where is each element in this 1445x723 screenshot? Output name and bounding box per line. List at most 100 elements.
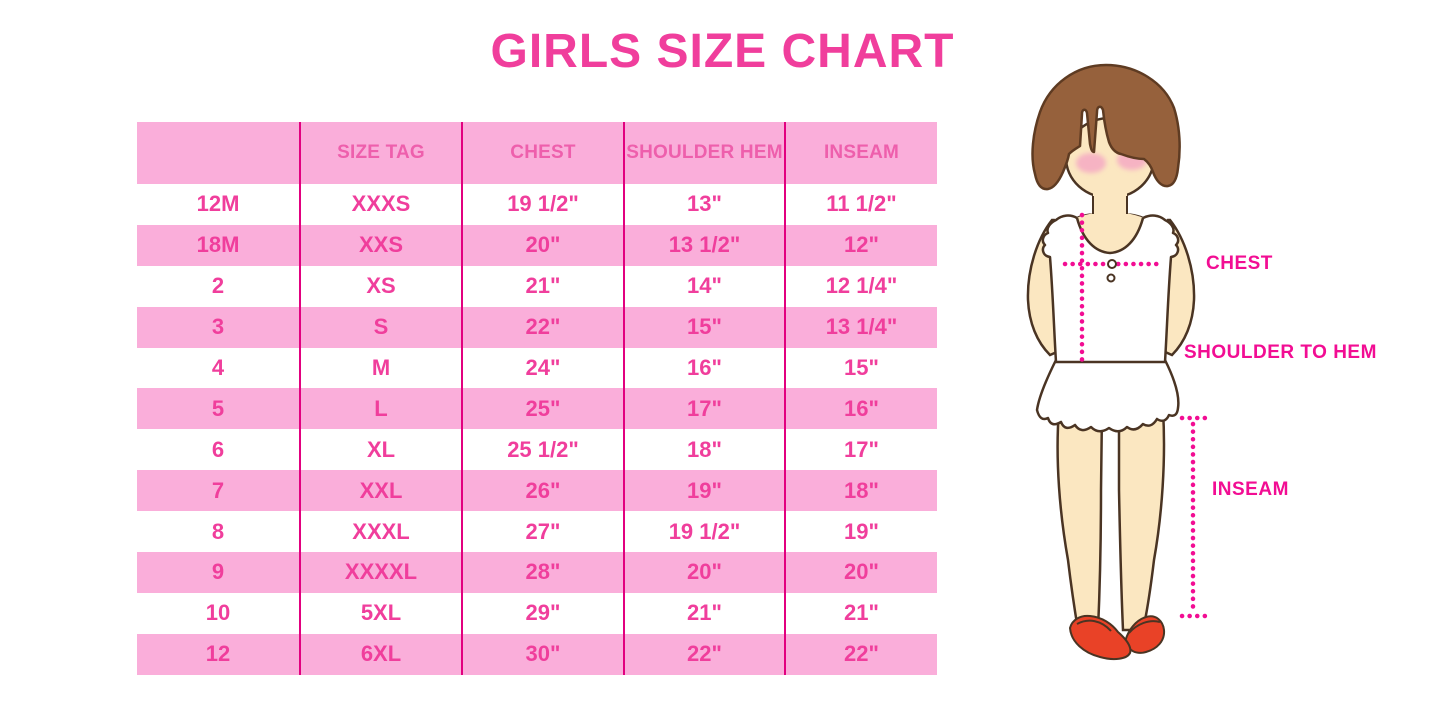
chest-cell: 25 1/2" <box>461 429 624 471</box>
size-cell: 6 <box>211 436 225 462</box>
shoulder-hem-cell: 16" <box>623 347 785 389</box>
chest-cell: 22" <box>461 306 624 348</box>
size-cell: 12M <box>196 191 240 217</box>
size-tag-cell: 6XL <box>299 633 462 675</box>
table-row: 9 XXXXL 28" 20" 20" <box>137 552 937 593</box>
chest-cell: 19 1/2" <box>461 184 624 225</box>
shoulder-hem-cell: 17" <box>623 388 785 430</box>
size-cell: 10 <box>205 600 231 626</box>
page-title: GIRLS SIZE CHART <box>490 25 955 78</box>
chest-cell: 28" <box>461 552 624 593</box>
size-tag-cell: XXXXL <box>299 552 462 593</box>
chest-cell: 25" <box>461 388 624 430</box>
chest-cell: 24" <box>461 347 624 389</box>
shoulder-hem-cell: 13 1/2" <box>623 224 785 266</box>
size-tag-cell: XXS <box>299 224 462 266</box>
inseam-cell: 12 1/4" <box>784 265 937 307</box>
size-tag-cell: XL <box>299 429 462 471</box>
col-header-shoulder-hem: SHOULDER HEM <box>623 122 785 184</box>
measurement-figure <box>980 50 1440 710</box>
inseam-cell: 15" <box>784 347 937 389</box>
inseam-cell: 12" <box>784 224 937 266</box>
shoulder-hem-cell: 20" <box>623 552 785 593</box>
neck-lines <box>1092 196 1128 214</box>
size-tag-cell: 5XL <box>299 592 462 634</box>
shoulder-hem-cell: 15" <box>623 306 785 348</box>
shoulder-hem-cell: 18" <box>623 429 785 471</box>
inseam-cell: 18" <box>784 470 937 512</box>
shoe-right-strap <box>1128 620 1161 634</box>
table-row: 18M XXS 20" 13 1/2" 12" <box>137 224 937 266</box>
col-header-inseam: INSEAM <box>784 122 937 184</box>
girl-figure-illustration <box>1026 63 1210 661</box>
shoulder-hem-cell: 13" <box>623 184 785 225</box>
size-tag-cell: L <box>299 388 462 430</box>
size-cell: 4 <box>211 355 225 380</box>
size-tag-cell: XXXS <box>299 184 462 225</box>
shoulder-hem-cell: 22" <box>623 633 785 675</box>
size-tag-cell: XS <box>299 265 462 307</box>
size-chart-table: SIZE TAG CHEST SHOULDER HEM INSEAM 12M XX… <box>137 122 937 675</box>
inseam-cell: 13 1/4" <box>784 306 937 348</box>
table-row: 12 6XL 30" 22" 22" <box>137 633 937 675</box>
col-header-size-tag: SIZE TAG <box>299 122 462 184</box>
shoe-left-strap <box>1076 619 1112 632</box>
table-row: 12M XXXS 19 1/2" 13" 11 1/2" <box>137 184 937 225</box>
size-cell: 5 <box>137 388 300 430</box>
shoulder-hem-cell: 19" <box>623 470 785 512</box>
inseam-cell: 19" <box>784 511 937 553</box>
hair <box>1031 63 1181 191</box>
neckline-outline <box>1075 217 1145 255</box>
inseam-cell: 17" <box>784 429 937 471</box>
size-cell: 18M <box>137 224 300 266</box>
chest-cell: 20" <box>461 224 624 266</box>
chest-cell: 29" <box>461 592 624 634</box>
shoulder-hem-cell: 19 1/2" <box>623 511 785 553</box>
chest-measure-label: CHEST <box>1206 253 1273 274</box>
inseam-measure-label: INSEAM <box>1212 479 1289 500</box>
shoulder-hem-cell: 21" <box>623 592 785 634</box>
inseam-cell: 11 1/2" <box>784 184 937 225</box>
shoulder-hem-cell: 14" <box>623 265 785 307</box>
chest-cell: 26" <box>461 470 624 512</box>
shirt-button-top <box>1107 259 1117 269</box>
size-tag-cell: M <box>299 347 462 389</box>
table-row: 3 S 22" 15" 13 1/4" <box>137 306 937 348</box>
chest-cell: 30" <box>461 633 624 675</box>
leg-left <box>1056 408 1104 632</box>
shirt-button-bottom <box>1106 273 1116 283</box>
size-tag-cell: XXL <box>299 470 462 512</box>
col-header-chest: CHEST <box>461 122 624 184</box>
table-row: 7 XXL 26" 19" 18" <box>137 470 937 512</box>
size-cell: 3 <box>137 306 300 348</box>
size-tag-cell: XXXL <box>299 511 462 553</box>
table-row: 10 5XL 29" 21" 21" <box>137 592 937 634</box>
col-header-size <box>137 122 300 184</box>
shoulder-to-hem-measure-label: SHOULDER TO HEM <box>1184 342 1377 363</box>
size-cell: 12 <box>137 633 300 675</box>
table-row: 4 M 24" 16" 15" <box>137 347 937 389</box>
table-row: 5 L 25" 17" 16" <box>137 388 937 430</box>
size-cell: 9 <box>137 552 300 593</box>
table-row: 6 XL 25 1/2" 18" 17" <box>137 429 937 471</box>
inseam-cell: 20" <box>784 552 937 593</box>
table-row: 2 XS 21" 14" 12 1/4" <box>137 265 937 307</box>
shoe-right <box>1123 615 1166 654</box>
table-row: 8 XXXL 27" 19 1/2" 19" <box>137 511 937 553</box>
size-tag-cell: S <box>299 306 462 348</box>
inseam-cell: 21" <box>784 592 937 634</box>
inseam-cell: 22" <box>784 633 937 675</box>
skirt-ruffle <box>1035 358 1180 433</box>
shoe-left <box>1068 614 1132 661</box>
chest-cell: 21" <box>461 265 624 307</box>
leg-right <box>1117 408 1166 632</box>
table-header-row: SIZE TAG CHEST SHOULDER HEM INSEAM <box>137 122 937 184</box>
size-cell: 8 <box>211 518 225 544</box>
blush-left-cheek <box>1076 153 1106 173</box>
size-cell: 7 <box>137 470 300 512</box>
shirt <box>1041 212 1180 364</box>
chest-cell: 27" <box>461 511 624 553</box>
inseam-cell: 16" <box>784 388 937 430</box>
size-cell: 2 <box>211 273 225 299</box>
